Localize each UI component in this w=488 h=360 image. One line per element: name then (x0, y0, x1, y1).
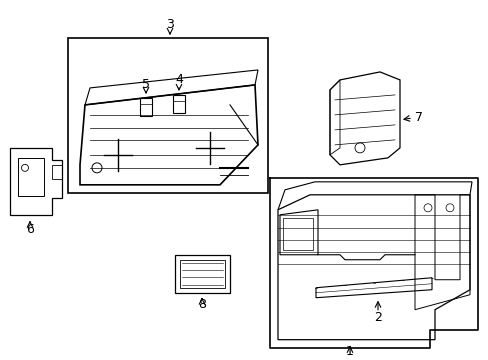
Bar (18, 158, 44, 196)
Bar (283, 218, 312, 250)
Text: 7: 7 (414, 111, 422, 125)
Bar (52, 165, 62, 179)
Bar (175, 255, 229, 293)
Text: 2: 2 (373, 311, 381, 324)
Bar (140, 98, 152, 116)
Text: 3: 3 (166, 18, 174, 31)
Text: 1: 1 (346, 345, 353, 358)
Text: 6: 6 (26, 223, 34, 236)
Bar (68, 38, 267, 193)
Bar (180, 260, 224, 288)
Bar (173, 95, 184, 113)
Text: 5: 5 (142, 78, 150, 91)
Text: 8: 8 (198, 298, 205, 311)
Text: 4: 4 (175, 73, 183, 86)
